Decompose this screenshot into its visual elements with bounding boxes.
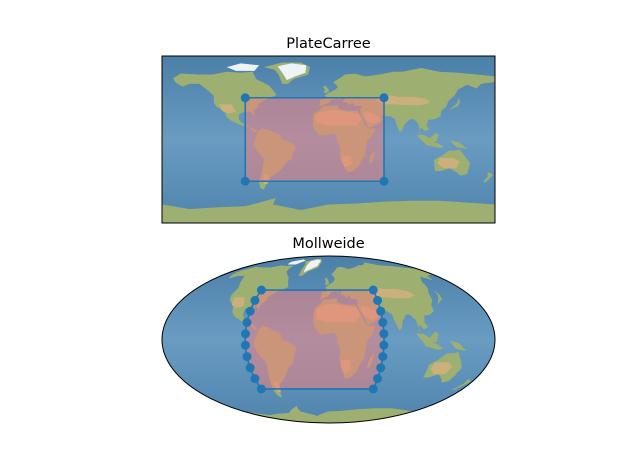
mw-vertex-marker xyxy=(245,363,255,373)
mw-sw-us-desert xyxy=(231,297,245,308)
pc-antarctica-land xyxy=(162,197,495,223)
pc-arctic-isl-ice xyxy=(226,63,260,71)
mw-vertex-marker xyxy=(378,352,388,362)
platecarree-title: PlateCarree xyxy=(286,36,371,52)
mw-vertex-marker xyxy=(242,317,252,327)
mw-vertex-marker xyxy=(240,329,250,339)
pc-borneo-land xyxy=(429,133,439,143)
pc-uk-land xyxy=(322,85,330,94)
mw-vertex-marker xyxy=(376,363,386,373)
mw-vertex-marker xyxy=(368,285,378,295)
mw-vertex-marker xyxy=(378,317,388,327)
mw-australia-d-desert xyxy=(430,362,453,375)
mw-vertex-marker xyxy=(242,352,252,362)
mw-antarctica-land xyxy=(244,405,413,423)
mw-vertex-marker xyxy=(250,374,260,384)
mw-new-guinea-land xyxy=(449,340,466,351)
mw-vertex-marker xyxy=(373,374,383,384)
pc-indonesia-land xyxy=(416,134,445,148)
platecarree-region xyxy=(240,93,389,186)
platecarree-axes-frame xyxy=(161,55,496,224)
mw-central-asia-desert xyxy=(367,287,415,299)
mw-uk-land xyxy=(324,277,330,286)
mw-vertex-marker xyxy=(256,285,266,295)
mw-japan-land xyxy=(433,290,443,305)
pc-vertex-marker xyxy=(240,93,250,103)
mw-vertex-marker xyxy=(368,384,378,394)
mw-vertex-marker xyxy=(373,295,383,305)
mw-vertex-marker xyxy=(250,295,260,305)
mw-greenland-ice-ice xyxy=(303,259,322,273)
mw-vertex-marker xyxy=(379,329,389,339)
mw-vertex-marker xyxy=(245,306,255,316)
pc-new-zealand-land xyxy=(482,171,494,183)
mollweide-axes-frame xyxy=(161,255,496,424)
mw-vertex-marker xyxy=(256,384,266,394)
mw-vertex-marker xyxy=(376,306,386,316)
mollweide-title: Mollweide xyxy=(292,236,364,252)
mw-new-zealand-land xyxy=(451,378,471,390)
mollweide-region xyxy=(240,285,389,394)
mw-vertex-marker xyxy=(240,340,250,350)
pc-vertex-marker xyxy=(240,176,250,186)
pc-japan-land xyxy=(448,97,460,111)
mw-indonesia-land xyxy=(416,333,444,350)
mw-region-polygon xyxy=(244,289,385,390)
pc-region-polygon xyxy=(244,96,385,183)
pc-new-guinea-land xyxy=(449,140,468,149)
pc-vertex-marker xyxy=(379,93,389,103)
pc-central-asia-desert xyxy=(376,94,431,106)
mw-arctic-isl-ice xyxy=(287,259,306,265)
mw-vertex-marker xyxy=(379,340,389,350)
pc-sw-us-desert xyxy=(219,104,236,114)
mw-borneo-land xyxy=(429,331,439,343)
pc-north-america-land xyxy=(173,71,277,133)
pc-greenland-ice-ice xyxy=(277,63,307,81)
pc-australia-d-desert xyxy=(437,158,460,169)
pc-vertex-marker xyxy=(379,176,389,186)
